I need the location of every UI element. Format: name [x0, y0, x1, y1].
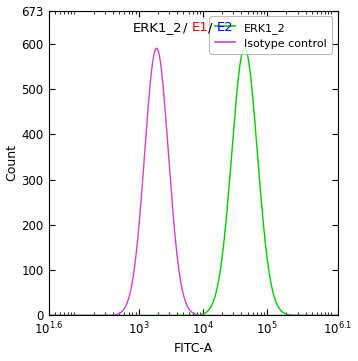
- Text: E1: E1: [192, 21, 208, 34]
- Legend: ERK1_2, Isotype control: ERK1_2, Isotype control: [209, 16, 332, 55]
- Text: /: /: [183, 21, 192, 34]
- Text: /: /: [208, 21, 217, 34]
- Text: ERK1_2: ERK1_2: [133, 21, 183, 34]
- Text: E2: E2: [217, 21, 234, 34]
- Y-axis label: Count: Count: [6, 144, 19, 182]
- X-axis label: FITC-A: FITC-A: [174, 343, 213, 356]
